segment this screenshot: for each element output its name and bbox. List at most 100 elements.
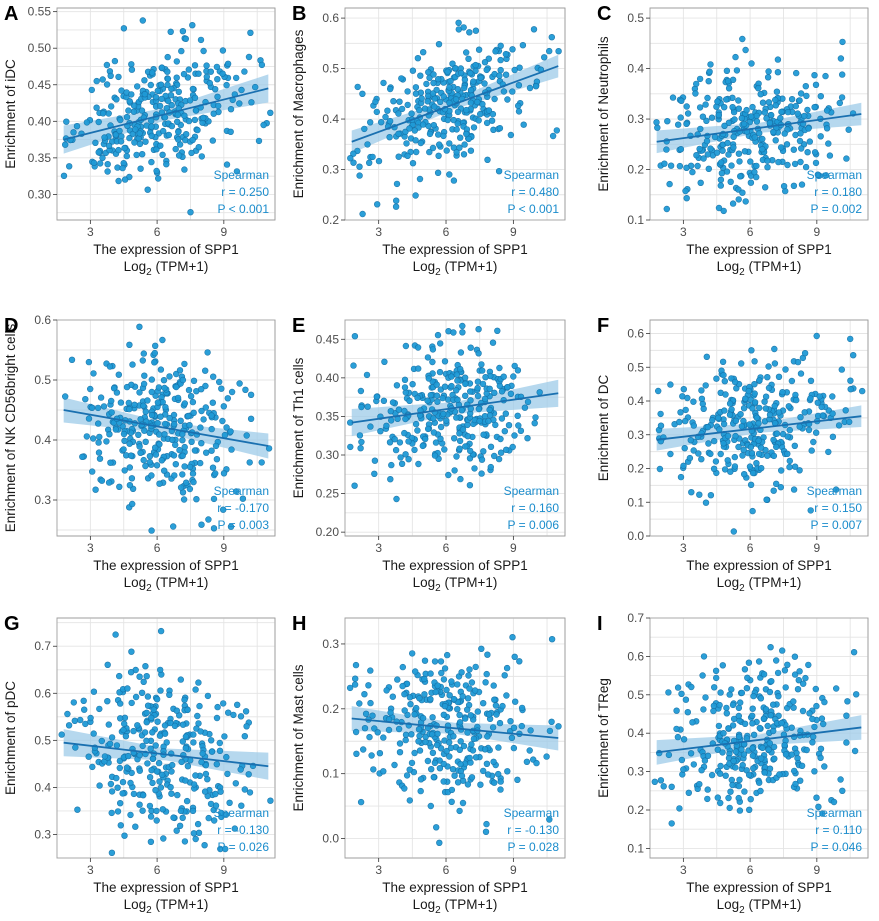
data-point	[213, 714, 221, 722]
data-point	[792, 396, 800, 404]
x-axis-sublabel: Log2 (TPM+1)	[124, 259, 209, 278]
data-point	[397, 454, 404, 461]
data-point	[438, 669, 445, 677]
data-point	[117, 822, 125, 829]
data-point	[745, 771, 753, 779]
stat-r: r = 0.160	[511, 501, 559, 515]
data-point	[454, 396, 461, 403]
data-point	[511, 66, 518, 74]
stat-p: P = 0.007	[811, 518, 863, 532]
data-point	[224, 770, 231, 778]
data-point	[159, 806, 167, 813]
data-point	[358, 403, 365, 411]
data-point	[373, 393, 380, 400]
data-point	[724, 457, 731, 464]
data-point	[173, 58, 181, 65]
data-point	[158, 64, 166, 71]
data-point	[393, 495, 400, 503]
stat-r: r = 0.180	[814, 185, 862, 199]
data-point	[220, 470, 228, 477]
y-tick-label: 0.5	[627, 360, 644, 374]
data-point	[688, 683, 695, 691]
data-point	[148, 158, 155, 166]
regression-line	[656, 113, 862, 143]
data-point	[241, 786, 249, 793]
data-point	[735, 782, 743, 790]
data-point	[801, 350, 809, 357]
y-tick-label: 0.4	[322, 112, 339, 126]
data-point	[416, 694, 423, 702]
data-point	[146, 773, 154, 781]
data-point	[458, 669, 465, 676]
data-point	[195, 679, 202, 686]
data-point	[496, 364, 503, 372]
data-point	[788, 751, 795, 758]
data-point	[765, 746, 772, 753]
data-point	[838, 366, 845, 373]
data-point	[678, 690, 685, 697]
data-point	[772, 480, 780, 487]
data-point	[456, 807, 463, 815]
data-point	[220, 403, 228, 410]
data-point	[731, 453, 738, 461]
data-point	[707, 145, 714, 152]
data-point	[838, 71, 846, 78]
data-point	[116, 127, 123, 135]
data-point	[657, 422, 665, 429]
data-point	[383, 687, 390, 694]
data-point	[152, 93, 160, 101]
data-point	[389, 693, 396, 700]
data-point	[822, 72, 829, 80]
data-point	[190, 781, 198, 788]
data-point	[366, 159, 373, 167]
data-point	[422, 435, 429, 443]
data-point	[461, 141, 468, 148]
data-point	[380, 734, 387, 741]
x-tick-label: 6	[154, 225, 161, 239]
data-point	[495, 770, 502, 778]
data-point	[846, 335, 854, 343]
data-point	[489, 339, 497, 346]
data-point	[764, 374, 771, 381]
x-axis-sublabel: Log2 (TPM+1)	[413, 575, 498, 594]
data-point	[738, 689, 746, 697]
data-point	[692, 90, 699, 97]
data-point	[481, 80, 488, 87]
data-point	[817, 133, 824, 140]
data-point	[139, 151, 146, 158]
data-point	[430, 71, 437, 78]
data-point	[432, 439, 440, 446]
data-point	[466, 666, 473, 673]
data-point	[443, 147, 450, 154]
data-point	[664, 117, 671, 125]
data-point	[798, 762, 806, 769]
data-point	[660, 783, 667, 790]
data-point	[678, 756, 686, 764]
data-point	[128, 61, 135, 68]
data-point	[545, 47, 553, 55]
regression-line	[351, 392, 559, 424]
data-point	[453, 453, 460, 460]
data-point	[212, 790, 219, 798]
data-point	[710, 684, 718, 691]
data-point	[232, 780, 240, 787]
data-point	[806, 710, 813, 717]
data-point	[776, 771, 783, 778]
data-point	[434, 398, 441, 405]
data-point	[741, 788, 748, 795]
y-tick-label: 0.3	[322, 637, 339, 651]
data-point	[148, 714, 155, 721]
data-point	[730, 144, 737, 151]
data-point	[472, 27, 480, 34]
data-point	[437, 98, 444, 106]
data-point	[241, 68, 248, 75]
data-point	[136, 751, 143, 759]
data-point	[440, 410, 447, 418]
data-point	[451, 772, 458, 779]
data-point	[426, 130, 434, 138]
data-point	[553, 127, 560, 134]
data-point	[414, 54, 422, 62]
data-point	[108, 809, 115, 817]
